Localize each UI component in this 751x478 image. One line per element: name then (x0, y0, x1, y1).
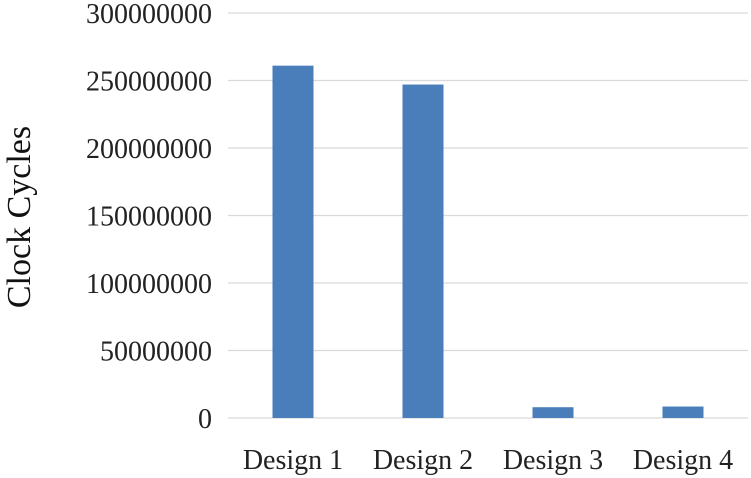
x-tick-label: Design 4 (633, 445, 733, 476)
gridlines (228, 12, 748, 419)
bars (272, 65, 704, 419)
y-axis-tick-labels: 0 50000000 100000000 150000000 200000000 2500… (86, 0, 212, 435)
y-tick-label: 200000000 (86, 134, 212, 165)
y-tick-label: 100000000 (86, 269, 212, 300)
y-tick-label: 300000000 (86, 0, 212, 30)
y-axis-title: Clock Cycles (1, 126, 38, 308)
x-axis-tick-labels: Design 1 Design 2 Design 3 Design 4 (243, 445, 733, 476)
y-tick-label: 50000000 (100, 337, 212, 368)
bar-design-1 (272, 65, 314, 419)
y-tick-label: 250000000 (86, 67, 212, 98)
bar-design-3 (532, 407, 574, 418)
y-tick-label: 0 (198, 404, 212, 435)
x-tick-label: Design 1 (243, 445, 343, 476)
x-tick-label: Design 3 (503, 445, 603, 476)
bar-design-4 (662, 406, 704, 418)
x-tick-label: Design 2 (373, 445, 473, 476)
y-tick-label: 150000000 (86, 202, 212, 233)
bar-design-2 (402, 84, 444, 419)
